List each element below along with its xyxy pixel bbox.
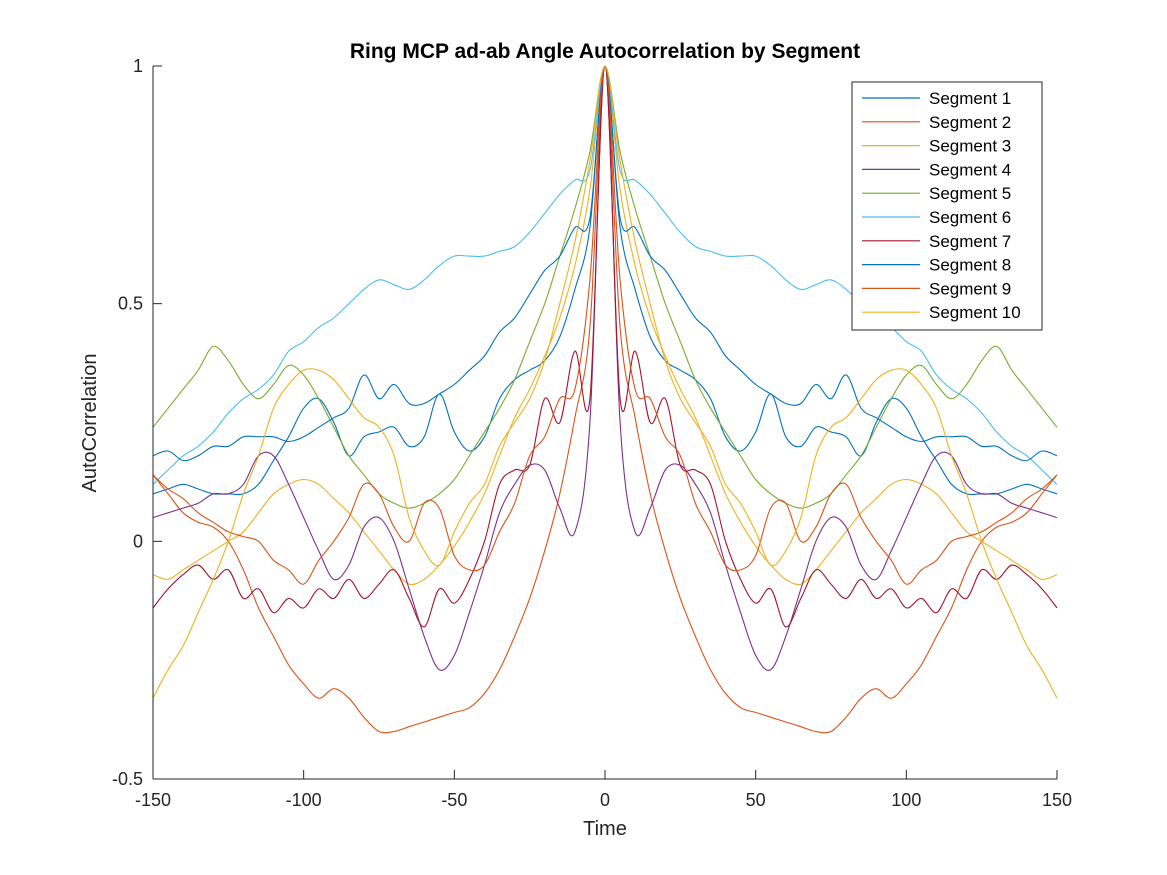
x-tick-label: 50 (746, 790, 766, 810)
x-tick-label: -150 (135, 790, 171, 810)
legend-entry-label: Segment 2 (929, 113, 1011, 132)
y-axis-label: AutoCorrelation (79, 354, 101, 493)
chart-title: Ring MCP ad-ab Angle Autocorrelation by … (350, 40, 860, 63)
legend-entry-label: Segment 8 (929, 256, 1011, 275)
legend-entry-label: Segment 7 (929, 232, 1011, 251)
axes: -150 -100 -50 0 50 100 150 -0.5 0 0.5 1 (112, 56, 1072, 810)
x-tick-label: -100 (286, 790, 322, 810)
legend-entry-label: Segment 5 (929, 184, 1011, 203)
x-tick-label: 0 (600, 790, 610, 810)
x-tick-label: -50 (441, 790, 467, 810)
legend-entry-label: Segment 4 (929, 160, 1011, 179)
legend-entry-label: Segment 9 (929, 279, 1011, 298)
series-lines (152, 65, 1058, 734)
legend-entry-label: Segment 6 (929, 208, 1011, 227)
legend-entry-label: Segment 3 (929, 137, 1011, 156)
series-line-segment-10 (152, 65, 1058, 699)
x-tick-label: 150 (1042, 790, 1072, 810)
y-tick-label: 1 (133, 56, 143, 76)
legend-entry-label: Segment 1 (929, 89, 1011, 108)
x-axis-label: Time (583, 818, 627, 840)
x-tick-label: 100 (891, 790, 921, 810)
y-tick-label: 0.5 (118, 294, 143, 314)
legend: Segment 1 Segment 2 Segment 3 Segment 4 Segm… (851, 81, 1043, 331)
y-tick-label: 0 (133, 531, 143, 551)
y-tick-label: -0.5 (112, 769, 143, 789)
legend-entry-label: Segment 10 (929, 303, 1021, 322)
